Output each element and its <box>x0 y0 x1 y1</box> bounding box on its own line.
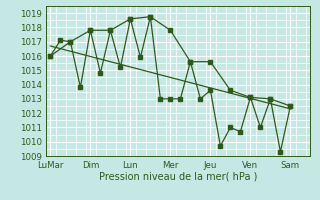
X-axis label: Pression niveau de la mer( hPa ): Pression niveau de la mer( hPa ) <box>99 171 258 181</box>
